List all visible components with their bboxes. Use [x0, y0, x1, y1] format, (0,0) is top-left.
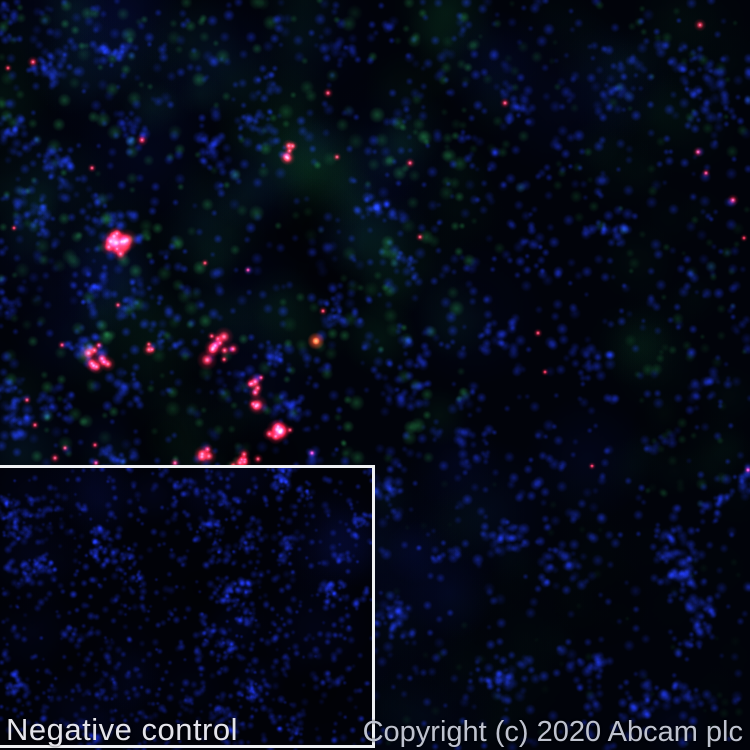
negative-control-micrograph — [0, 468, 372, 745]
negative-control-inset — [0, 465, 375, 748]
negative-control-label: Negative control — [6, 712, 239, 747]
copyright-text: Copyright (c) 2020 Abcam plc — [362, 716, 743, 748]
